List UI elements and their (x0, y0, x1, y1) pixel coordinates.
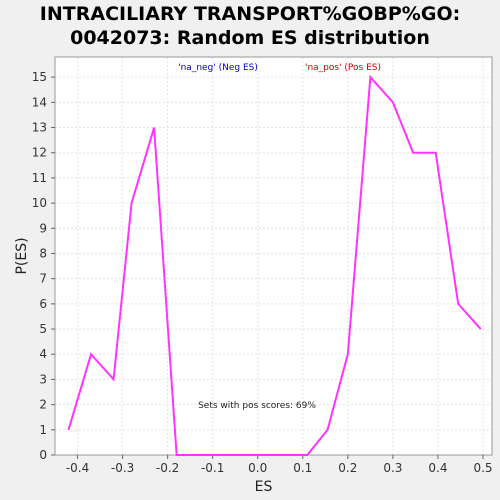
y-tick-label: 3 (39, 372, 47, 386)
y-tick-label: 0 (39, 448, 47, 462)
x-tick-label: 0.3 (383, 461, 402, 475)
y-tick-label: 15 (32, 70, 47, 84)
x-tick-label: 0.1 (293, 461, 312, 475)
y-tick-label: 12 (32, 146, 47, 160)
x-tick-label: -0.4 (66, 461, 89, 475)
y-tick-label: 8 (39, 246, 47, 260)
y-tick-label: 10 (32, 196, 47, 210)
x-tick-label: 0.0 (248, 461, 267, 475)
x-tick-label: -0.1 (201, 461, 224, 475)
legend-entry: 'na_pos' (Pos ES) (305, 63, 381, 73)
x-axis-title: ES (255, 479, 273, 495)
y-tick-label: 14 (32, 95, 47, 109)
y-tick-label: 5 (39, 322, 47, 336)
plot-area (55, 57, 492, 455)
y-tick-label: 2 (39, 398, 47, 412)
y-tick-label: 7 (39, 272, 47, 286)
y-tick-label: 1 (39, 423, 47, 437)
x-tick-label: -0.3 (111, 461, 134, 475)
x-tick-label: 0.4 (428, 461, 447, 475)
y-tick-label: 13 (32, 121, 47, 135)
y-tick-label: 11 (32, 171, 47, 185)
x-tick-label: -0.2 (156, 461, 179, 475)
legend-entry: 'na_neg' (Neg ES) (178, 63, 258, 73)
y-tick-label: 4 (39, 347, 47, 361)
y-axis-title: P(ES) (14, 237, 30, 274)
annotation-text: Sets with pos scores: 69% (198, 401, 316, 411)
x-tick-label: 0.5 (473, 461, 492, 475)
y-tick-label: 6 (39, 297, 47, 311)
x-tick-label: 0.2 (338, 461, 357, 475)
y-tick-label: 9 (39, 221, 47, 235)
